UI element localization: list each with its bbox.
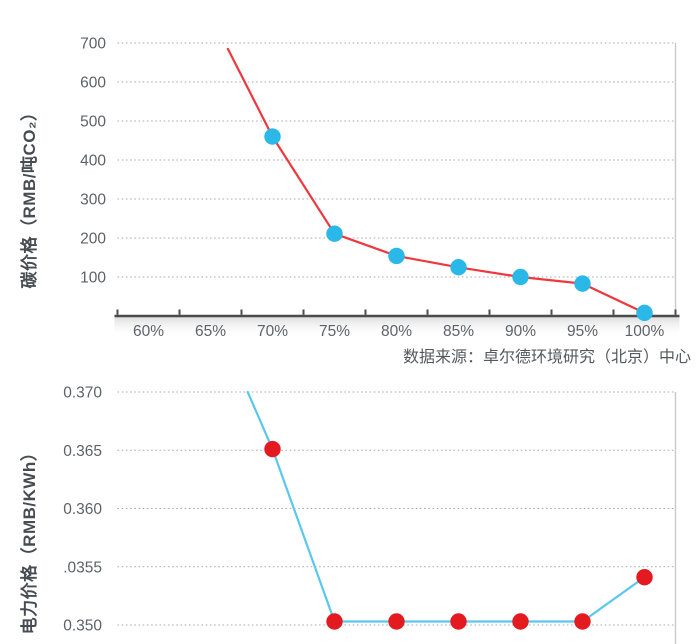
x-tick-label: 90%: [505, 323, 536, 340]
y-tick-label: 0.365: [63, 443, 102, 460]
data-point-marker: [636, 569, 653, 586]
data-point-marker: [264, 128, 281, 145]
y-tick-label: 200: [80, 231, 106, 248]
y-tick-label: 600: [80, 75, 106, 92]
data-point-marker: [388, 247, 405, 265]
electricity-price-plot-area: 0.370 0.365 0.360 .0355 0.350: [63, 385, 677, 644]
y-tick-label: .0355: [63, 559, 102, 576]
y-tick-label: 700: [80, 36, 106, 53]
data-point-marker: [326, 613, 343, 630]
series-line-碳价格: [226, 47, 646, 314]
x-tick-label: 100%: [625, 323, 665, 340]
x-tick-label: 85%: [443, 323, 474, 340]
y-tick-label: 300: [80, 192, 106, 209]
data-source-note: 数据来源：卓尔德环境研究（北京）中心: [402, 349, 691, 366]
data-point-marker: [264, 440, 281, 458]
x-tick-label: 60%: [133, 323, 164, 340]
data-point-marker: [326, 225, 343, 242]
axis-shadow: [114, 317, 680, 338]
x-tick-label: 95%: [567, 323, 598, 340]
carbon-price-plot-area: 700 600 500 400 300 200 100 60% 65% 70% 75% 80% 85% 9…: [80, 36, 680, 340]
y-tick-label: 0.370: [63, 385, 102, 402]
y-tick-label: 0.360: [63, 501, 102, 518]
data-point-marker: [636, 304, 653, 322]
data-point-marker: [512, 613, 529, 630]
y-tick-label: 0.350: [63, 618, 102, 635]
y-tick-label: 100: [80, 270, 106, 287]
x-tick-label: 70%: [257, 323, 288, 340]
data-point-marker: [574, 275, 591, 292]
data-point-marker: [388, 613, 405, 630]
x-tick-label: 80%: [381, 323, 412, 340]
data-point-marker: [574, 613, 591, 630]
y-tick-label: 400: [80, 153, 106, 170]
series-line-电力价格: [246, 390, 646, 623]
x-tick-label: 65%: [195, 323, 226, 340]
data-point-marker: [512, 268, 529, 286]
x-tick-label: 75%: [319, 323, 350, 340]
y-tick-label: 500: [80, 114, 106, 131]
data-point-marker: [450, 613, 467, 630]
data-point-marker: [450, 259, 467, 276]
